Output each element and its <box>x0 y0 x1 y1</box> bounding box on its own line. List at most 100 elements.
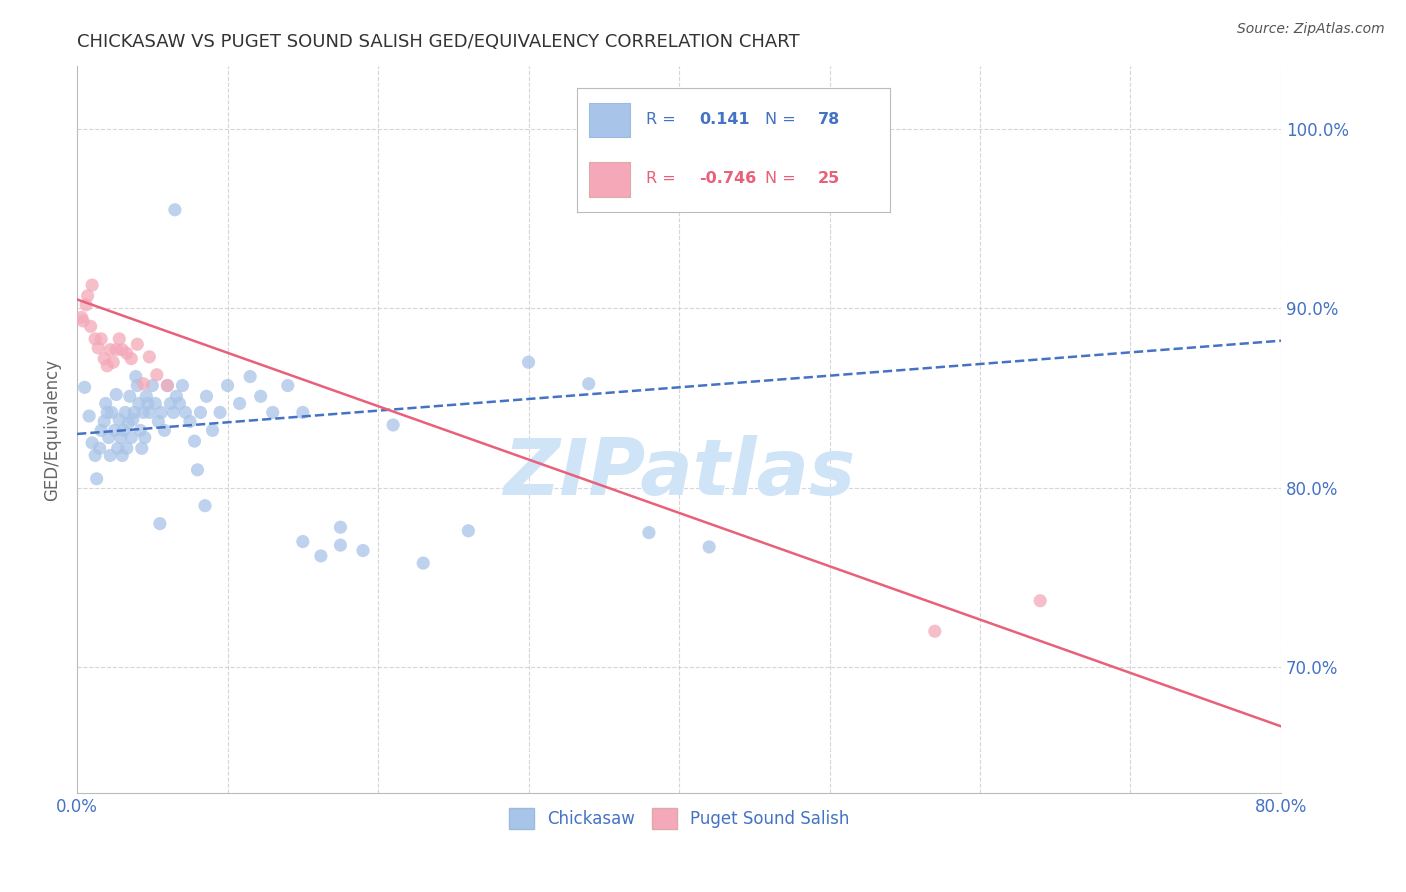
Point <box>174 405 197 419</box>
Point <box>82 436 104 450</box>
Point <box>329 520 352 534</box>
Point <box>277 378 299 392</box>
Point <box>84 332 107 346</box>
Point <box>412 556 434 570</box>
Point <box>291 534 314 549</box>
Point <box>77 409 100 423</box>
Point <box>108 412 131 426</box>
Point <box>79 319 101 334</box>
Point <box>124 405 146 419</box>
Point <box>132 376 155 391</box>
Point <box>309 549 332 563</box>
Point <box>76 289 98 303</box>
Text: Source: ZipAtlas.com: Source: ZipAtlas.com <box>1237 22 1385 37</box>
Point <box>115 442 138 456</box>
Point <box>75 298 97 312</box>
Point <box>382 417 405 432</box>
Point <box>105 387 128 401</box>
Point <box>638 525 661 540</box>
Point <box>209 405 232 419</box>
Point <box>194 499 217 513</box>
Point <box>134 431 156 445</box>
Point <box>136 396 159 410</box>
Point <box>578 376 600 391</box>
Point <box>96 405 118 419</box>
Point <box>111 343 134 357</box>
Point <box>148 414 170 428</box>
Point <box>169 396 191 410</box>
Point <box>107 442 129 456</box>
Point <box>138 350 160 364</box>
Point <box>162 405 184 419</box>
Point <box>82 278 104 293</box>
Point <box>249 389 271 403</box>
Text: ZIPatlas: ZIPatlas <box>503 435 855 511</box>
Point <box>86 472 108 486</box>
Point <box>262 405 284 419</box>
Point <box>94 396 117 410</box>
Legend: Chickasaw, Puget Sound Salish: Chickasaw, Puget Sound Salish <box>502 802 856 835</box>
Point <box>73 380 96 394</box>
Point <box>120 431 142 445</box>
Point <box>1029 593 1052 607</box>
Point <box>104 423 127 437</box>
Point <box>457 524 479 538</box>
Point <box>291 405 314 419</box>
Point <box>98 449 121 463</box>
Text: CHICKASAW VS PUGET SOUND SALISH GED/EQUIVALENCY CORRELATION CHART: CHICKASAW VS PUGET SOUND SALISH GED/EQUI… <box>77 33 800 51</box>
Point <box>127 337 149 351</box>
Point <box>697 540 720 554</box>
Point <box>132 405 155 419</box>
Point <box>108 332 131 346</box>
Point <box>117 416 139 430</box>
Point <box>87 341 110 355</box>
Point <box>89 442 111 456</box>
Point <box>149 516 172 531</box>
Point <box>329 538 352 552</box>
Point <box>100 405 122 419</box>
Point <box>128 396 150 410</box>
Point <box>146 368 169 382</box>
Point <box>127 378 149 392</box>
Y-axis label: GED/Equivalency: GED/Equivalency <box>44 359 60 500</box>
Point <box>186 463 208 477</box>
Point <box>179 414 201 428</box>
Point <box>125 369 148 384</box>
Point <box>93 351 115 366</box>
Point <box>156 378 179 392</box>
Point <box>924 624 946 639</box>
Point <box>97 431 120 445</box>
Point <box>131 442 153 456</box>
Point <box>228 396 250 410</box>
Point <box>98 343 121 357</box>
Point <box>163 202 186 217</box>
Point <box>165 389 187 403</box>
Point <box>138 405 160 419</box>
Point <box>143 396 166 410</box>
Point <box>217 378 239 392</box>
Point <box>190 405 212 419</box>
Point <box>70 310 93 325</box>
Point <box>114 405 136 419</box>
Point <box>183 434 205 449</box>
Point <box>121 412 143 426</box>
Point <box>352 543 374 558</box>
Point <box>172 378 194 392</box>
Point <box>115 346 138 360</box>
Point <box>159 396 181 410</box>
Point <box>150 405 173 419</box>
Point <box>112 423 135 437</box>
Point <box>90 423 112 437</box>
Point <box>110 431 132 445</box>
Point <box>201 423 224 437</box>
Point <box>84 449 107 463</box>
Point <box>120 351 142 366</box>
Point <box>239 369 262 384</box>
Point <box>141 378 163 392</box>
Point <box>517 355 540 369</box>
Point <box>156 378 179 392</box>
Point <box>93 414 115 428</box>
Point <box>105 343 128 357</box>
Point <box>90 332 112 346</box>
Point <box>96 359 118 373</box>
